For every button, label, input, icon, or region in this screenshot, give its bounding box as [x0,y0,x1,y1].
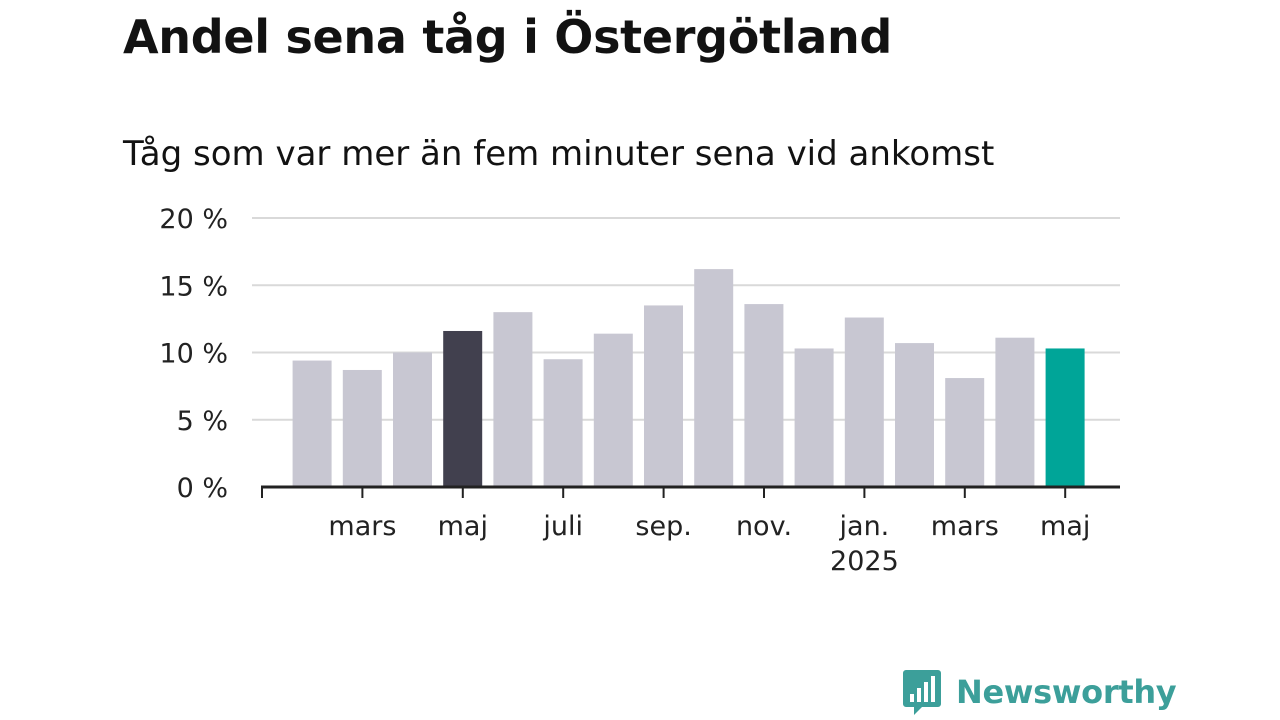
y-tick-label: 20 % [159,204,228,235]
bar [644,305,683,487]
bar [794,348,834,487]
x-tick-label: mars [328,511,396,542]
bar-chart: 0 % 5 % 10 % 15 % 20 % mars maj juli sep. nov. jan… [159,204,1120,577]
bar [694,269,734,487]
bar [393,352,432,487]
x-tick-label: jan. [839,511,890,542]
brand-logo: Newsworthy [902,668,1177,716]
x-tick-label: maj [438,511,488,542]
x-tick-label: maj [1040,511,1090,542]
bar-chart-speech-bubble-icon [903,670,941,715]
bar [895,343,934,487]
chart-subtitle: Tåg som var mer än fem minuter sena vid … [123,134,995,174]
bar [342,369,382,487]
bar [844,317,884,487]
bar [543,359,583,487]
x-tick-label: mars [931,511,999,542]
brand-name: Newsworthy [956,673,1177,711]
bar [744,304,784,487]
bar [443,330,483,487]
bar [995,337,1035,487]
x-tick-year-label: 2025 [830,546,899,577]
bar [292,360,332,487]
x-tick-label: nov. [736,511,792,542]
bar [493,312,533,487]
x-tick-label: sep. [635,511,691,542]
bar [945,378,985,487]
y-tick-label: 0 % [177,473,228,504]
y-tick-label: 5 % [177,406,228,437]
bar [593,333,633,487]
chart-title: Andel sena tåg i Östergötland [123,10,893,64]
bar [1045,348,1085,487]
y-tick-label: 15 % [159,271,228,302]
x-tick-label: juli [542,511,583,542]
y-tick-label: 10 % [159,339,228,370]
